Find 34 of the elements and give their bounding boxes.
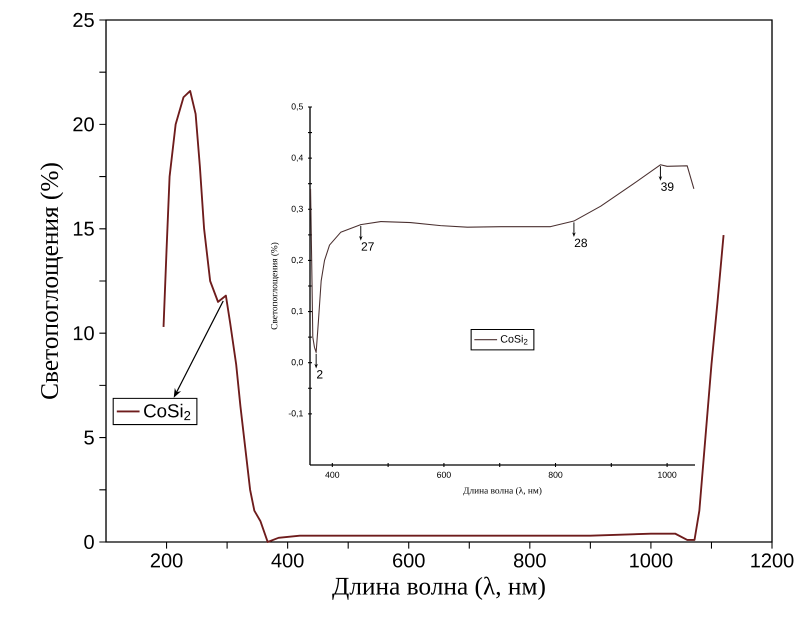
y-tick-label: -0,1 (288, 410, 303, 418)
x-tick-label: 1000 (658, 472, 676, 478)
y-tick-label: 0,2 (292, 256, 303, 264)
annotation: 27 (362, 242, 374, 251)
legend-label: CoSi$_{2}$ (500, 334, 528, 344)
y-tick-label: 15 (74, 222, 94, 236)
x-tick-label: 800 (514, 553, 546, 568)
y-tick-label: 0,0 (292, 359, 303, 366)
annotation: 2 (317, 370, 322, 378)
y-tick-label: 20 (73, 117, 94, 132)
x-axis-title: Длина волна (λ, нм) (463, 486, 542, 496)
y-tick-label: 25 (73, 12, 94, 28)
y-axis-title: Светопоглощения (%) (270, 242, 280, 330)
annotation: 39 (661, 182, 674, 191)
x-axis-title: Длина волна (λ, нм) (332, 576, 545, 600)
y-tick-label: 0 (84, 534, 94, 550)
y-tick-label: 0,1 (292, 308, 303, 316)
x-tick-label: 800 (548, 472, 562, 478)
y-axis-title: Светопоглощения (%) (40, 163, 64, 399)
line-series (310, 164, 694, 354)
y-tick-label: 0,5 (292, 103, 303, 111)
x-tick-label: 400 (271, 553, 304, 568)
legend-label: CoSi$_{2}$ (144, 404, 190, 420)
y-tick-label: 0,4 (292, 154, 304, 162)
x-tick-label: 600 (437, 472, 451, 478)
x-tick-label: 1000 (630, 553, 672, 568)
y-tick-label: 10 (74, 326, 94, 340)
y-tick-label: 5 (84, 430, 94, 445)
x-tick-label: 600 (393, 553, 425, 568)
y-tick-label: 0,3 (292, 206, 303, 213)
x-tick-label: 1200 (751, 553, 794, 568)
x-tick-label: 400 (325, 472, 340, 478)
x-tick-label: 200 (150, 553, 182, 568)
annotation: 28 (574, 238, 588, 248)
